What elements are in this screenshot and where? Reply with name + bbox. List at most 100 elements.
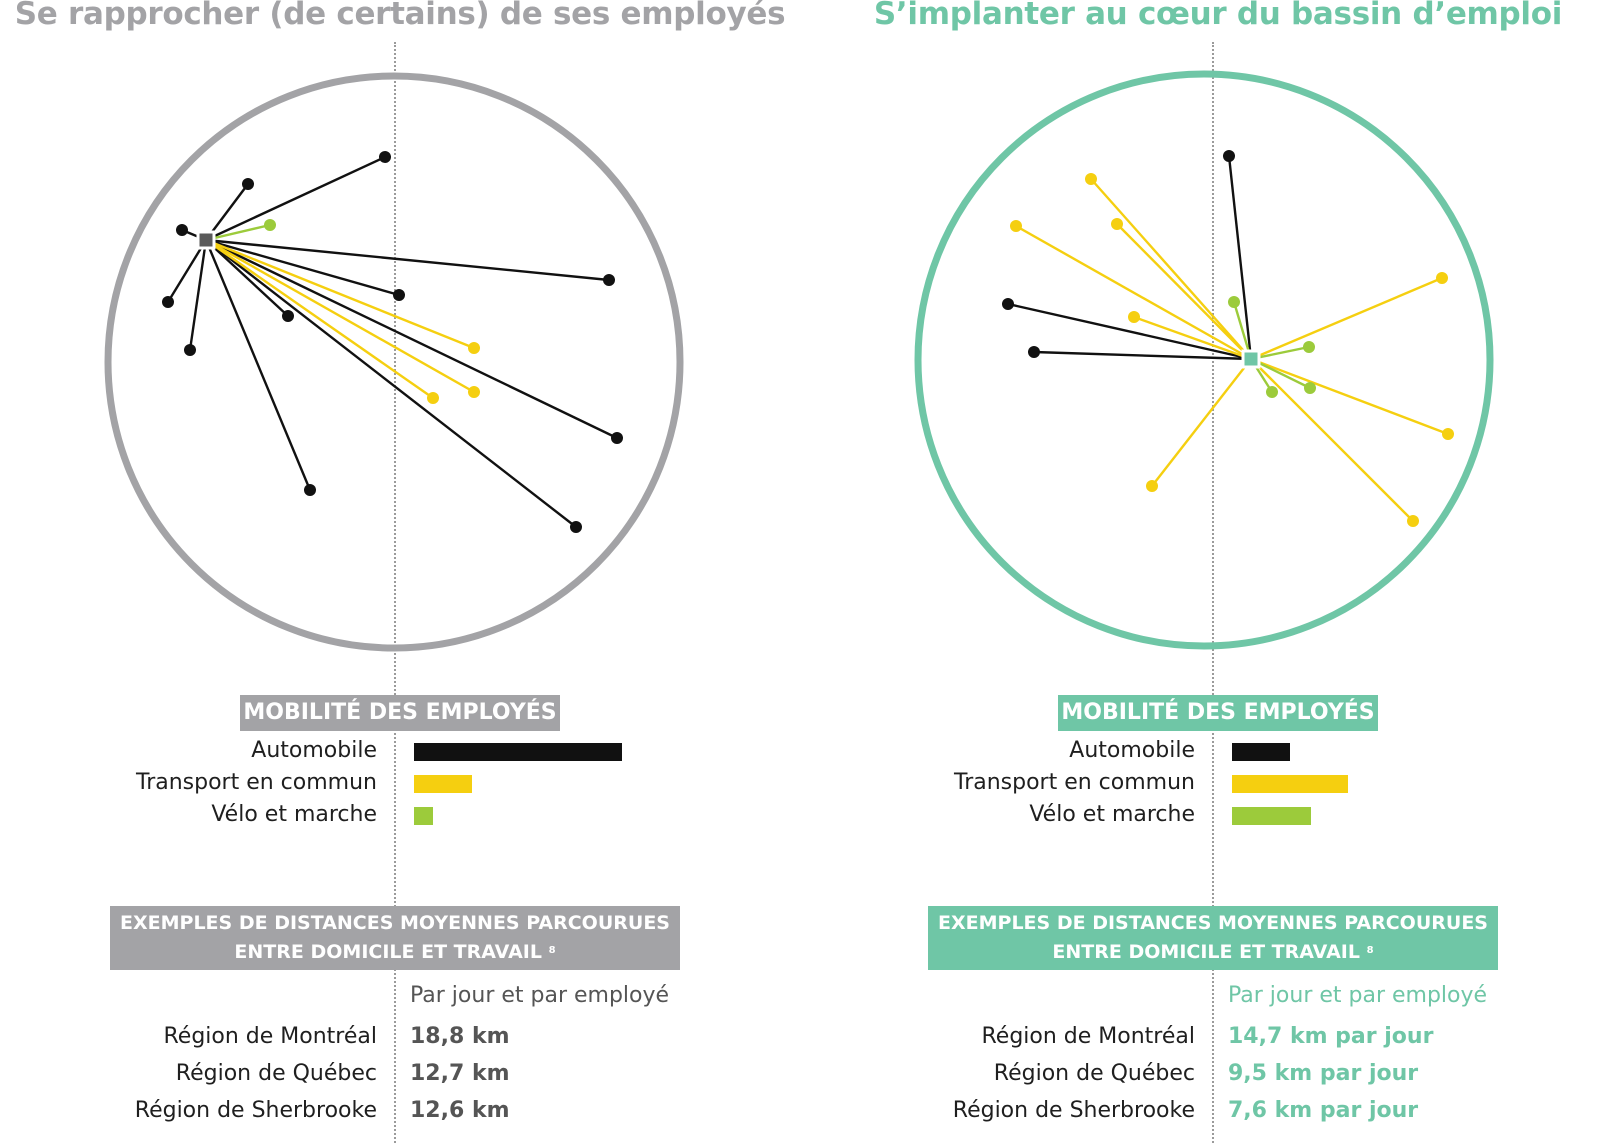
- footnote-marker: 8: [1366, 945, 1374, 956]
- panel-right-mobility-header: MOBILITÉ DES EMPLOYÉS: [1058, 695, 1378, 731]
- commute-line-car: [205, 238, 618, 440]
- panel-left-commute-diagram: [104, 72, 684, 652]
- commute-line-car: [188, 239, 208, 351]
- distance-region: Région de Montréal: [163, 1024, 377, 1049]
- commute-line-car: [204, 239, 312, 491]
- panel-left-distance-subheader: Par jour et par employé: [410, 983, 670, 1008]
- commute-line-transit: [205, 239, 434, 399]
- distance-header-line1: EXEMPLES DE DISTANCES MOYENNES PARCOURUE…: [120, 912, 670, 934]
- mobility-label: Vélo et marche: [1029, 802, 1195, 827]
- footnote-marker: 8: [548, 945, 556, 956]
- panel-left-mobility-row-car: Automobile: [0, 735, 800, 767]
- panel-right: S’implanter au cœur du bassin d’emploi M…: [818, 0, 1600, 1143]
- distance-header-line2: ENTRE DOMICILE ET TRAVAIL: [1052, 941, 1360, 963]
- distance-value: 18,8 km: [410, 1024, 510, 1049]
- panel-left-mobility-row-bike: Vélo et marche: [0, 799, 800, 831]
- commute-line-transit: [205, 238, 475, 394]
- employee-home-dot-transit: [427, 392, 439, 404]
- commute-line-transit: [1090, 178, 1252, 360]
- distance-region: Région de Sherbrooke: [134, 1098, 377, 1123]
- employee-home-dot-car: [379, 151, 391, 163]
- distance-header-line2: ENTRE DOMICILE ET TRAVAIL: [234, 941, 542, 963]
- mobility-bar-transit: [414, 775, 472, 793]
- panel-left: Se rapprocher (de certains) de ses emplo…: [0, 0, 800, 1143]
- commute-line-car: [205, 239, 577, 528]
- distance-region: Région de Montréal: [981, 1024, 1195, 1049]
- commute-line-transit: [205, 238, 475, 350]
- employee-home-dot-transit: [1085, 173, 1097, 185]
- panel-left-distance-row-quebec: Région de Québec 12,7 km: [0, 1056, 800, 1092]
- panel-right-mobility-row-transit: Transport en commun: [818, 767, 1600, 799]
- distance-value: 14,7 km par jour: [1228, 1024, 1434, 1049]
- employee-home-dot-bike: [1228, 296, 1240, 308]
- commute-line-transit: [1116, 223, 1252, 360]
- employee-home-dot-transit: [1010, 220, 1022, 232]
- panel-right-distance-row-quebec: Région de Québec 9,5 km par jour: [818, 1056, 1600, 1092]
- distance-region: Région de Sherbrooke: [952, 1098, 1195, 1123]
- employee-home-dot-transit: [1442, 428, 1454, 440]
- employee-home-dot-transit: [468, 342, 480, 354]
- employee-home-dot-car: [176, 224, 188, 236]
- employee-home-dot-bike: [1303, 341, 1315, 353]
- mobility-bar-bike: [1232, 807, 1311, 825]
- catchment-circle: [104, 72, 684, 652]
- employee-home-dot-car: [242, 178, 254, 190]
- employee-home-dot-transit: [468, 386, 480, 398]
- employee-home-dot-car: [611, 432, 623, 444]
- employee-home-dot-car: [184, 344, 196, 356]
- commute-line-car: [205, 238, 610, 282]
- employee-home-dot-car: [1028, 346, 1040, 358]
- commute-line-car: [1227, 155, 1253, 360]
- employee-home-dot-car: [282, 310, 294, 322]
- commute-line-car: [205, 239, 289, 317]
- mobility-label: Automobile: [251, 738, 377, 763]
- commute-line-bike: [1250, 345, 1310, 361]
- distance-value: 12,7 km: [410, 1061, 510, 1086]
- commute-line-transit: [1015, 224, 1252, 361]
- workplace-marker: [196, 230, 216, 250]
- panel-left-distance-row-montreal: Région de Montréal 18,8 km: [0, 1019, 800, 1055]
- employee-home-dot-bike: [1266, 386, 1278, 398]
- panel-right-distance-row-sherbrooke: Région de Sherbrooke 7,6 km par jour: [818, 1093, 1600, 1129]
- mobility-bar-car: [414, 743, 622, 761]
- panel-right-distance-header: EXEMPLES DE DISTANCES MOYENNES PARCOURUE…: [928, 906, 1498, 970]
- panel-left-distance-row-sherbrooke: Région de Sherbrooke 12,6 km: [0, 1093, 800, 1129]
- employee-home-dot-car: [570, 521, 582, 533]
- employee-home-dot-transit: [1146, 480, 1158, 492]
- employee-home-dot-bike: [264, 219, 276, 231]
- mobility-bar-car: [1232, 743, 1290, 761]
- mobility-label: Vélo et marche: [211, 802, 377, 827]
- panel-left-mobility-row-transit: Transport en commun: [0, 767, 800, 799]
- distance-value: 9,5 km par jour: [1228, 1061, 1419, 1086]
- distance-value: 12,6 km: [410, 1098, 510, 1123]
- employee-home-dot-car: [162, 296, 174, 308]
- distance-region: Région de Québec: [175, 1061, 377, 1086]
- mobility-bar-transit: [1232, 775, 1348, 793]
- panel-left-title: Se rapprocher (de certains) de ses emplo…: [14, 0, 786, 32]
- mobility-label: Transport en commun: [953, 770, 1195, 795]
- employee-home-dot-car: [603, 274, 615, 286]
- distance-value: 7,6 km par jour: [1228, 1098, 1419, 1123]
- employee-home-dot-transit: [1111, 218, 1123, 230]
- commute-line-transit: [1250, 276, 1443, 361]
- employee-home-dot-car: [304, 484, 316, 496]
- mobility-bar-bike: [414, 807, 433, 825]
- employee-home-dot-transit: [1407, 515, 1419, 527]
- panel-right-center-axis: [1212, 42, 1214, 1143]
- catchment-circle: [914, 70, 1494, 650]
- panel-left-center-axis: [394, 42, 396, 1143]
- commute-line-transit: [1250, 358, 1414, 522]
- workplace-marker: [1241, 349, 1261, 369]
- employee-home-dot-transit: [1436, 272, 1448, 284]
- panel-right-mobility-row-car: Automobile: [818, 735, 1600, 767]
- mobility-label: Automobile: [1069, 738, 1195, 763]
- employee-home-dot-transit: [1128, 311, 1140, 323]
- employee-home-dot-car: [1002, 298, 1014, 310]
- commute-line-bike: [205, 223, 271, 242]
- panel-right-commute-diagram: [914, 70, 1494, 650]
- mobility-label: Transport en commun: [135, 770, 377, 795]
- panel-right-distance-row-montreal: Région de Montréal 14,7 km par jour: [818, 1019, 1600, 1055]
- employee-home-dot-car: [393, 289, 405, 301]
- panel-left-mobility-header: MOBILITÉ DES EMPLOYÉS: [240, 695, 560, 731]
- distance-header-line1: EXEMPLES DE DISTANCES MOYENNES PARCOURUE…: [938, 912, 1488, 934]
